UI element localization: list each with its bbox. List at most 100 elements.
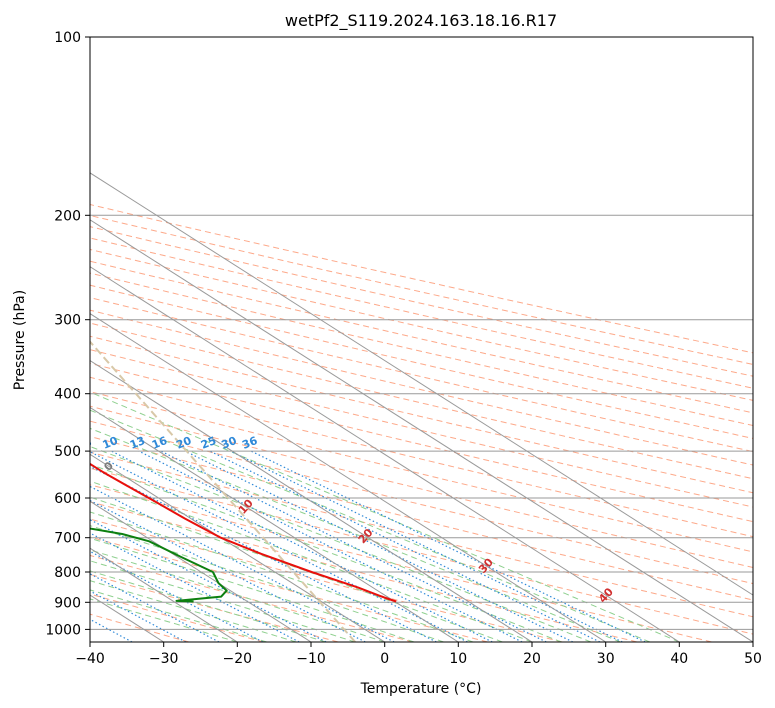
y-tick-label: 300 [54,313,81,329]
dry-adiabat [90,435,753,601]
plot-area: 0.10.20.40.611.52346810131620253036-100-… [14,37,753,642]
dewpoint-line [90,527,228,603]
y-tick-label: 900 [54,595,81,611]
x-tick-label: 40 [670,651,688,667]
x-tick-label: −10 [296,651,326,667]
dry-adiabat [90,297,753,453]
dry-adiabat [90,309,753,466]
y-tick-label: 1000 [45,622,81,638]
x-tick-label: 10 [449,651,467,667]
moist-adiabat [90,427,621,642]
isotherm-gridline [90,313,606,642]
mixing-ratio-line [90,532,300,642]
y-axis-title: Pressure (hPa) [12,290,28,390]
x-tick-label: −40 [75,651,105,667]
pressure-gridlines [90,37,753,630]
dry-adiabat [90,420,753,585]
mixing-ratio-line [90,573,220,642]
mixing-ratio-line [90,465,437,642]
dry-adiabat [90,214,753,365]
mixing-ratio-label: 4 [14,435,26,450]
dry-adiabat [90,467,753,635]
y-tick-label: 600 [54,491,81,507]
x-axis: −40 −30 −20 −10 0 10 20 30 40 50 [75,642,762,667]
dry-adiabat [90,349,753,508]
isotherm-gridline [90,172,753,596]
isotherm-label: 30 [476,556,496,576]
dry-adiabat [90,451,753,618]
isopleth-labels: 0.10.20.40.611.52346810131620253036-100-… [14,434,616,606]
y-axis: 100 200 300 400 500 600 700 800 900 1000 [45,30,90,638]
mixing-ratio-line [138,450,523,642]
dry-adiabat [90,284,753,439]
dry-adiabat [90,501,638,642]
y-tick-label: 500 [54,444,81,460]
dry-adiabat [90,248,753,401]
isotherm-gridline [90,453,385,642]
isotherm-label: 10 [236,496,256,516]
mixing-ratio-line [90,451,468,642]
x-tick-label: −20 [223,651,253,667]
dry-adiabat [90,376,753,538]
dry-adiabat [90,391,753,553]
mixing-ratio-label: 36 [240,434,259,452]
temperature-line [90,462,397,603]
x-tick-label: 20 [523,651,541,667]
mixing-ratio-line [230,450,623,642]
x-tick-label: −30 [149,651,179,667]
mixing-ratio-line [250,450,646,642]
x-tick-label: 30 [597,651,615,667]
dry-adiabat [90,405,753,569]
mixing-ratio-line [90,485,395,642]
x-tick-label: 50 [744,651,762,667]
y-tick-label: 400 [54,387,81,403]
y-tick-label: 100 [54,30,81,46]
mixing-ratio-label: 20 [174,434,193,452]
dry-adiabats [90,204,753,642]
moist-adiabat [90,445,592,642]
dry-adiabat [90,204,753,354]
isotherm-gridline [90,266,680,642]
mixing-ratio-label: 10 [101,434,120,452]
mixing-ratio-lines [90,450,646,642]
x-tick-label: 0 [380,651,389,667]
profile-series [90,462,397,603]
moist-adiabat [90,537,415,642]
moist-adiabat [90,409,651,642]
mixing-ratio-label: 30 [220,434,239,452]
accent-curve-line [90,340,356,642]
mixing-ratio-line [111,450,493,642]
isotherm-gridlines [90,172,753,642]
mixing-ratio-label: 16 [150,434,169,452]
y-tick-label: 800 [54,565,81,581]
mixing-ratio-label: 8 [82,435,94,450]
moist-adiabat [90,496,503,642]
mixing-ratio-line [209,450,601,642]
moist-adiabat [90,598,238,642]
plot-frame [89,36,754,643]
dry-adiabat [90,272,753,427]
moist-adiabat [90,525,444,642]
dry-adiabat [90,518,563,642]
dry-adiabat [90,362,753,523]
y-tick-label: 700 [54,531,81,547]
mixing-ratio-label: 25 [199,434,218,452]
dry-adiabat [90,260,753,414]
x-axis-title: Temperature (°C) [360,681,482,697]
isotherm-label: 20 [356,526,376,546]
y-tick-label: 200 [54,208,81,224]
chart-title: wetPf2_S119.2024.163.18.16.R17 [285,11,557,31]
moist-adiabat [90,580,297,642]
isotherm-gridline [90,547,238,642]
isotherm-gridline [90,219,753,642]
dry-adiabat [90,593,264,642]
isotherm-gridline [90,406,459,642]
dry-adiabat [90,335,753,494]
moist-adiabat [90,560,356,642]
mixing-ratio-label: 13 [128,434,147,452]
dry-adiabat [90,484,712,642]
accent-curve [90,340,356,642]
isotherm-gridline [90,500,312,642]
isotherm-gridline [90,359,533,642]
